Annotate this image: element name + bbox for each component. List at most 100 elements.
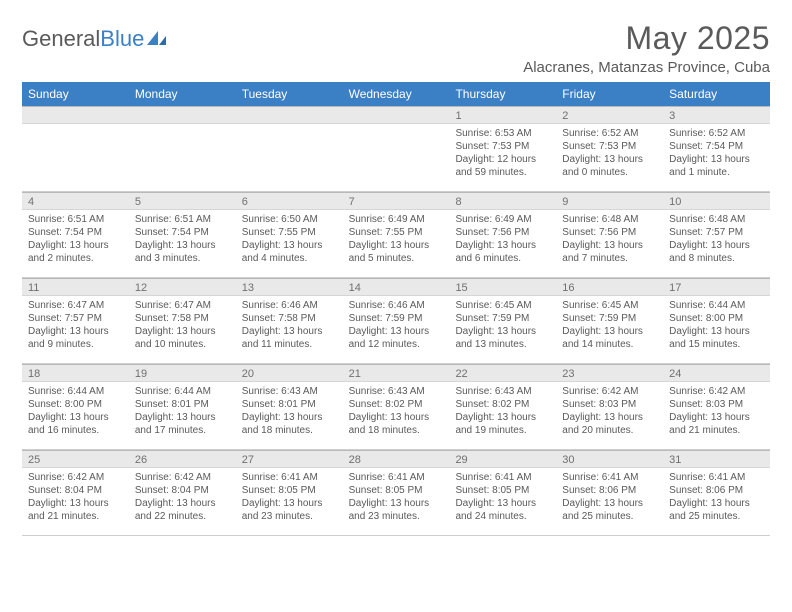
day-detail-line: Daylight: 13 hours <box>135 497 230 510</box>
calendar-page: GeneralBlue May 2025 Alacranes, Matanzas… <box>0 0 792 546</box>
day-cell: 7Sunrise: 6:49 AMSunset: 7:55 PMDaylight… <box>343 192 450 277</box>
day-cell: 28Sunrise: 6:41 AMSunset: 8:05 PMDayligh… <box>343 450 450 535</box>
day-detail-line: and 2 minutes. <box>28 252 123 265</box>
day-number: 30 <box>556 450 663 468</box>
day-detail-line: Daylight: 13 hours <box>242 411 337 424</box>
day-detail-line: Sunset: 8:05 PM <box>349 484 444 497</box>
day-cell: 1Sunrise: 6:53 AMSunset: 7:53 PMDaylight… <box>449 106 556 191</box>
day-details: Sunrise: 6:49 AMSunset: 7:56 PMDaylight:… <box>449 210 556 269</box>
day-detail-line: and 23 minutes. <box>242 510 337 523</box>
day-detail-line: Daylight: 13 hours <box>562 153 657 166</box>
day-detail-line: and 22 minutes. <box>135 510 230 523</box>
day-detail-line: Sunrise: 6:41 AM <box>349 471 444 484</box>
day-cell: 11Sunrise: 6:47 AMSunset: 7:57 PMDayligh… <box>22 278 129 363</box>
day-detail-line: and 3 minutes. <box>135 252 230 265</box>
day-detail-line: Daylight: 13 hours <box>455 497 550 510</box>
day-detail-line: Sunrise: 6:49 AM <box>455 213 550 226</box>
day-detail-line: Sunrise: 6:41 AM <box>242 471 337 484</box>
day-cell: 24Sunrise: 6:42 AMSunset: 8:03 PMDayligh… <box>663 364 770 449</box>
day-detail-line: and 25 minutes. <box>669 510 764 523</box>
day-detail-line: Sunrise: 6:48 AM <box>669 213 764 226</box>
day-detail-line: and 25 minutes. <box>562 510 657 523</box>
day-cell: 4Sunrise: 6:51 AMSunset: 7:54 PMDaylight… <box>22 192 129 277</box>
day-cell: 26Sunrise: 6:42 AMSunset: 8:04 PMDayligh… <box>129 450 236 535</box>
day-details: Sunrise: 6:49 AMSunset: 7:55 PMDaylight:… <box>343 210 450 269</box>
logo-text-1: General <box>22 26 100 52</box>
day-detail-line: Sunrise: 6:53 AM <box>455 127 550 140</box>
day-detail-line: Sunrise: 6:49 AM <box>349 213 444 226</box>
day-detail-line: Daylight: 12 hours <box>455 153 550 166</box>
day-detail-line: Daylight: 13 hours <box>349 411 444 424</box>
day-detail-line: Daylight: 13 hours <box>242 325 337 338</box>
day-detail-line: Sunrise: 6:42 AM <box>562 385 657 398</box>
day-detail-line: and 4 minutes. <box>242 252 337 265</box>
day-number: 14 <box>343 278 450 296</box>
day-cell: 8Sunrise: 6:49 AMSunset: 7:56 PMDaylight… <box>449 192 556 277</box>
day-detail-line: Sunrise: 6:43 AM <box>349 385 444 398</box>
day-details: Sunrise: 6:51 AMSunset: 7:54 PMDaylight:… <box>22 210 129 269</box>
day-detail-line: Sunset: 7:58 PM <box>242 312 337 325</box>
day-detail-line: Daylight: 13 hours <box>455 239 550 252</box>
day-detail-line: Sunset: 7:59 PM <box>455 312 550 325</box>
day-detail-line: Sunrise: 6:41 AM <box>669 471 764 484</box>
day-detail-line: Sunset: 8:06 PM <box>562 484 657 497</box>
day-detail-line: Daylight: 13 hours <box>669 497 764 510</box>
day-detail-line: and 11 minutes. <box>242 338 337 351</box>
day-detail-line: Sunset: 8:03 PM <box>669 398 764 411</box>
day-number: 12 <box>129 278 236 296</box>
day-details: Sunrise: 6:48 AMSunset: 7:56 PMDaylight:… <box>556 210 663 269</box>
day-details: Sunrise: 6:45 AMSunset: 7:59 PMDaylight:… <box>449 296 556 355</box>
day-header: Thursday <box>449 82 556 106</box>
day-detail-line: Daylight: 13 hours <box>562 497 657 510</box>
day-number: 7 <box>343 192 450 210</box>
day-detail-line: Sunrise: 6:44 AM <box>135 385 230 398</box>
day-detail-line: Sunset: 8:02 PM <box>349 398 444 411</box>
day-detail-line: and 18 minutes. <box>242 424 337 437</box>
day-detail-line: and 9 minutes. <box>28 338 123 351</box>
day-details: Sunrise: 6:42 AMSunset: 8:03 PMDaylight:… <box>556 382 663 441</box>
day-details: Sunrise: 6:47 AMSunset: 7:57 PMDaylight:… <box>22 296 129 355</box>
day-header: Friday <box>556 82 663 106</box>
day-details: Sunrise: 6:41 AMSunset: 8:05 PMDaylight:… <box>343 468 450 527</box>
day-detail-line: Daylight: 13 hours <box>562 239 657 252</box>
day-cell: . <box>343 106 450 191</box>
day-cell: 13Sunrise: 6:46 AMSunset: 7:58 PMDayligh… <box>236 278 343 363</box>
day-detail-line: Sunrise: 6:43 AM <box>455 385 550 398</box>
day-details: Sunrise: 6:42 AMSunset: 8:03 PMDaylight:… <box>663 382 770 441</box>
day-details: Sunrise: 6:41 AMSunset: 8:05 PMDaylight:… <box>236 468 343 527</box>
day-number: 3 <box>663 106 770 124</box>
day-cell: 3Sunrise: 6:52 AMSunset: 7:54 PMDaylight… <box>663 106 770 191</box>
day-detail-line: and 21 minutes. <box>28 510 123 523</box>
day-detail-line: Daylight: 13 hours <box>242 497 337 510</box>
day-detail-line: Sunrise: 6:44 AM <box>669 299 764 312</box>
day-detail-line: Daylight: 13 hours <box>135 239 230 252</box>
day-detail-line: and 14 minutes. <box>562 338 657 351</box>
day-details: Sunrise: 6:46 AMSunset: 7:58 PMDaylight:… <box>236 296 343 355</box>
day-details: Sunrise: 6:44 AMSunset: 8:00 PMDaylight:… <box>22 382 129 441</box>
week-row: ....1Sunrise: 6:53 AMSunset: 7:53 PMDayl… <box>22 106 770 192</box>
logo-text-2: Blue <box>100 26 144 52</box>
day-details: Sunrise: 6:45 AMSunset: 7:59 PMDaylight:… <box>556 296 663 355</box>
day-detail-line: Sunrise: 6:47 AM <box>135 299 230 312</box>
logo-sail-icon <box>146 29 168 47</box>
week-row: 4Sunrise: 6:51 AMSunset: 7:54 PMDaylight… <box>22 192 770 278</box>
month-title: May 2025 <box>523 20 770 57</box>
day-detail-line: Sunrise: 6:43 AM <box>242 385 337 398</box>
day-cell: 10Sunrise: 6:48 AMSunset: 7:57 PMDayligh… <box>663 192 770 277</box>
day-cell: 27Sunrise: 6:41 AMSunset: 8:05 PMDayligh… <box>236 450 343 535</box>
day-cell: 30Sunrise: 6:41 AMSunset: 8:06 PMDayligh… <box>556 450 663 535</box>
day-detail-line: and 23 minutes. <box>349 510 444 523</box>
day-header: Wednesday <box>343 82 450 106</box>
day-detail-line: Sunset: 8:04 PM <box>28 484 123 497</box>
day-details: Sunrise: 6:51 AMSunset: 7:54 PMDaylight:… <box>129 210 236 269</box>
topbar: GeneralBlue May 2025 Alacranes, Matanzas… <box>22 20 770 76</box>
day-detail-line: Sunrise: 6:52 AM <box>562 127 657 140</box>
day-detail-line: and 7 minutes. <box>562 252 657 265</box>
day-number: 24 <box>663 364 770 382</box>
day-number: 16 <box>556 278 663 296</box>
day-details: Sunrise: 6:44 AMSunset: 8:00 PMDaylight:… <box>663 296 770 355</box>
day-detail-line: Daylight: 13 hours <box>562 325 657 338</box>
day-detail-line: Sunset: 7:54 PM <box>669 140 764 153</box>
day-number: 10 <box>663 192 770 210</box>
day-cell: 6Sunrise: 6:50 AMSunset: 7:55 PMDaylight… <box>236 192 343 277</box>
